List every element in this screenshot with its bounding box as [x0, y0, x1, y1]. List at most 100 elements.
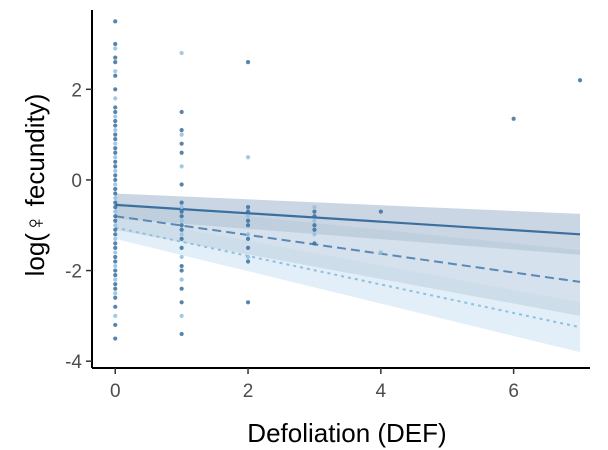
data-point: [113, 236, 118, 241]
data-point: [113, 118, 118, 124]
data-point: [179, 313, 184, 318]
data-point: [113, 268, 118, 273]
data-point: [245, 232, 251, 237]
data-point: [179, 263, 184, 269]
data-point: [113, 19, 118, 24]
data-point: [113, 191, 118, 196]
data-point: [312, 218, 317, 223]
data-point: [113, 109, 118, 115]
data-point: [179, 245, 184, 251]
data-point: [113, 263, 118, 269]
data-point: [113, 218, 118, 223]
data-point: [245, 209, 251, 214]
data-point: [113, 73, 118, 78]
data-point: [113, 282, 118, 287]
data-point: [312, 223, 317, 228]
data-point: [179, 182, 184, 187]
data-point: [113, 164, 118, 169]
data-point: [312, 232, 317, 237]
data-point: [113, 277, 118, 282]
regression-line-dotted: [115, 226, 581, 329]
data-point: [113, 182, 118, 187]
data-point: [312, 209, 317, 214]
data-point: [245, 300, 251, 305]
x-tick-label: 0: [110, 381, 121, 402]
data-points: [113, 19, 583, 341]
data-point: [113, 200, 118, 205]
data-point: [179, 227, 184, 232]
y-tick-label: -2: [65, 262, 82, 283]
confidence-band-solid: [115, 193, 581, 255]
data-point: [113, 41, 118, 47]
data-point: [179, 200, 184, 205]
data-point: [245, 205, 251, 210]
data-point: [113, 137, 118, 142]
data-point: [113, 273, 118, 278]
data-point: [179, 205, 184, 210]
data-point: [179, 127, 184, 133]
data-point: [113, 195, 118, 201]
data-point: [113, 132, 118, 137]
data-point: [113, 69, 118, 74]
data-point: [179, 150, 184, 155]
data-point: [113, 155, 118, 160]
data-point: [113, 205, 118, 210]
data-point: [113, 159, 118, 164]
data-point: [312, 241, 317, 246]
data-point: [577, 78, 583, 83]
data-point: [113, 291, 118, 296]
data-point: [113, 241, 118, 246]
data-point: [113, 96, 118, 101]
data-point: [113, 322, 118, 328]
data-point: [245, 214, 251, 219]
data-point: [179, 164, 184, 169]
data-point: [113, 141, 118, 146]
data-point: [179, 236, 184, 241]
data-point: [179, 109, 184, 115]
data-point: [179, 277, 184, 282]
data-point: [113, 105, 118, 110]
data-point: [179, 50, 184, 56]
data-point: [179, 331, 184, 337]
data-point: [113, 46, 118, 51]
data-point: [113, 304, 118, 309]
data-point: [179, 223, 184, 228]
data-point: [113, 55, 118, 60]
data-point: [179, 141, 184, 146]
data-point: [113, 60, 118, 65]
data-point: [113, 177, 118, 183]
y-axis-title: log(♀ fecundity): [20, 94, 50, 277]
y-tick-label: -4: [65, 352, 82, 373]
regression-lines: [115, 203, 581, 329]
data-point: [179, 132, 184, 137]
data-point: [113, 250, 118, 255]
data-point: [378, 250, 383, 255]
x-tick-label: 2: [243, 381, 254, 402]
data-point: [113, 313, 118, 318]
data-point: [113, 168, 118, 173]
data-point: [113, 227, 118, 232]
y-tick-label: 0: [71, 171, 82, 192]
x-axis-title: Defoliation (DEF): [247, 418, 446, 448]
data-point: [113, 286, 118, 291]
data-point: [312, 214, 317, 219]
data-point: [179, 218, 184, 223]
data-point: [113, 245, 118, 251]
data-point: [179, 214, 184, 219]
data-point: [245, 218, 251, 223]
regression-line-dashed: [115, 215, 581, 283]
data-point: [113, 336, 118, 341]
data-point: [113, 87, 118, 92]
data-point: [179, 209, 184, 214]
data-point: [312, 227, 317, 232]
data-point: [113, 127, 118, 133]
data-point: [179, 254, 184, 260]
data-point: [113, 186, 118, 192]
data-point: [113, 223, 118, 228]
data-point: [245, 155, 251, 160]
data-point: [113, 146, 118, 151]
data-point: [113, 150, 118, 155]
data-point: [113, 123, 118, 128]
axes: 0 2 4 6 -4 -2 0 2: [65, 10, 590, 402]
